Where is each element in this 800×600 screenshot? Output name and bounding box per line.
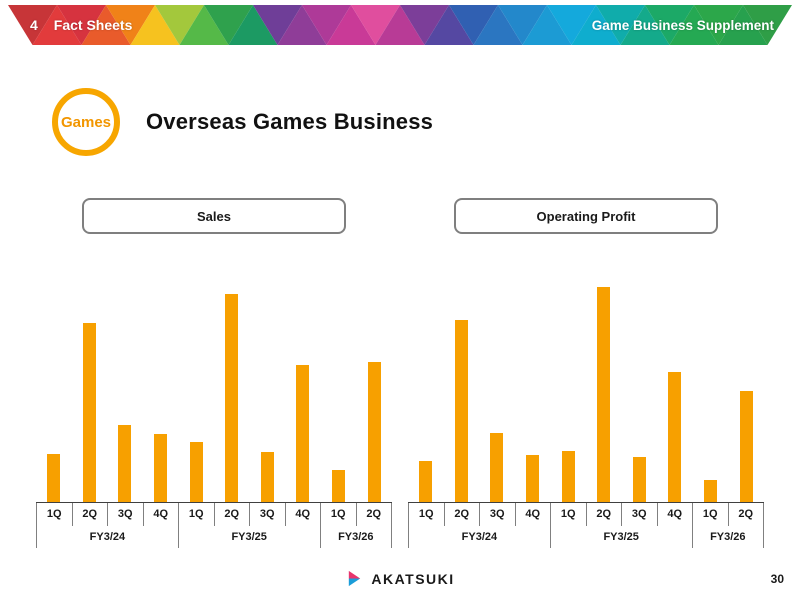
sales-fiscal-year-axis: FY3/24 FY3/25 FY3/26	[36, 526, 392, 548]
bar-1q-0	[47, 453, 61, 502]
bar-3q-2	[118, 424, 132, 502]
sales-plot-area	[36, 270, 392, 502]
quarter-label: 4Q	[142, 503, 179, 526]
fiscal-year-label: FY3/25	[177, 526, 320, 548]
bar-cell	[214, 270, 250, 502]
quarter-label: 3Q	[107, 503, 143, 526]
quarter-label: 2Q	[71, 503, 108, 526]
quarter-label: 3Q	[249, 503, 285, 526]
bar-cell	[550, 270, 586, 502]
fiscal-year-label: FY3/24	[36, 526, 178, 548]
sales-bars	[36, 270, 392, 502]
bar-cell	[143, 270, 179, 502]
bar-1q-4	[561, 450, 575, 502]
quarter-label: 2Q	[727, 503, 764, 526]
bar-cell	[479, 270, 515, 502]
bar-cell	[356, 270, 392, 502]
operating-profit-quarter-axis: 1Q 2Q 3Q 4Q 1Q 2Q 3Q 4Q 1Q 2Q	[408, 502, 764, 526]
bar-1q-0	[419, 461, 433, 502]
bar-cell	[408, 270, 444, 502]
quarter-label: 2Q	[355, 503, 392, 526]
page-number: 30	[770, 572, 784, 586]
operating-profit-fiscal-year-axis: FY3/24 FY3/25 FY3/26	[408, 526, 764, 548]
bar-cell	[586, 270, 622, 502]
games-badge-label: Games	[60, 113, 112, 131]
bar-cell	[250, 270, 286, 502]
bar-cell	[693, 270, 729, 502]
bar-1q-8	[332, 470, 346, 502]
bar-3q-2	[490, 433, 504, 502]
quarter-label: 4Q	[656, 503, 693, 526]
bar-cell	[622, 270, 658, 502]
chart-title-label: Operating Profit	[536, 208, 636, 224]
bar-1q-4	[189, 442, 203, 502]
quarter-label: 1Q	[550, 503, 586, 526]
bar-2q-5	[597, 287, 611, 502]
operating-profit-plot-area	[408, 270, 764, 502]
bar-3q-6	[632, 456, 646, 502]
bar-cell	[657, 270, 693, 502]
quarter-label: 2Q	[585, 503, 622, 526]
sales-chart: Sales 1Q 2Q 3Q 4Q 1Q 2Q 3Q 4Q 1Q 2Q FY3/24 FY3/25 F…	[36, 198, 392, 548]
quarter-label: 1Q	[36, 503, 72, 526]
sales-quarter-axis: 1Q 2Q 3Q 4Q 1Q 2Q 3Q 4Q 1Q 2Q	[36, 502, 392, 526]
fiscal-year-label: FY3/26	[691, 526, 764, 548]
quarter-label: 1Q	[692, 503, 728, 526]
operating-profit-chart: Operating Profit 1Q 2Q 3Q 4Q 1Q 2Q 3Q 4Q 1Q 2Q FY…	[408, 198, 764, 548]
bar-4q-3	[154, 434, 168, 502]
akatsuki-logo-icon	[349, 570, 361, 587]
bar-4q-7	[296, 364, 310, 502]
quarter-label: 4Q	[284, 503, 321, 526]
akatsuki-logo-text: AKATSUKI	[371, 570, 455, 587]
title-row: Games Overseas Games Business	[52, 88, 433, 156]
bar-2q-1	[82, 323, 96, 502]
charts-area: Sales 1Q 2Q 3Q 4Q 1Q 2Q 3Q 4Q 1Q 2Q FY3/24 FY3/25 F…	[36, 198, 764, 548]
quarter-label: 1Q	[178, 503, 214, 526]
bar-cell	[728, 270, 764, 502]
operating-profit-bars	[408, 270, 764, 502]
section-number: 4	[30, 17, 38, 33]
header-bar: 4 Fact Sheets Game Business Supplement	[8, 5, 792, 45]
section-title: Fact Sheets	[53, 17, 133, 33]
bar-cell	[515, 270, 551, 502]
sales-chart-title-box: Sales	[82, 198, 346, 234]
bar-1q-8	[704, 479, 718, 502]
bar-4q-3	[526, 454, 540, 502]
quarter-label: 3Q	[621, 503, 657, 526]
header-left: 4 Fact Sheets	[30, 5, 132, 45]
bar-2q-5	[225, 294, 239, 502]
fiscal-year-label: FY3/24	[408, 526, 550, 548]
operating-profit-chart-title-box: Operating Profit	[454, 198, 718, 234]
header-right-title: Game Business Supplement	[591, 17, 774, 33]
quarter-label: 2Q	[443, 503, 480, 526]
games-badge: Games	[52, 88, 120, 156]
quarter-label: 1Q	[408, 503, 444, 526]
quarter-label: 4Q	[514, 503, 551, 526]
bar-cell	[285, 270, 321, 502]
bar-3q-6	[260, 451, 274, 502]
chart-title-label: Sales	[197, 208, 231, 224]
bar-2q-9	[739, 390, 753, 502]
bar-cell	[321, 270, 357, 502]
bar-cell	[72, 270, 108, 502]
quarter-label: 2Q	[213, 503, 250, 526]
bar-cell	[178, 270, 214, 502]
bar-cell	[36, 270, 72, 502]
bar-2q-1	[454, 320, 468, 502]
bar-4q-7	[668, 372, 682, 502]
bar-2q-9	[367, 361, 381, 502]
fiscal-year-label: FY3/26	[319, 526, 392, 548]
bar-cell	[107, 270, 143, 502]
quarter-label: 3Q	[479, 503, 515, 526]
header-mosaic-background	[8, 5, 792, 45]
bar-cell	[444, 270, 480, 502]
page-title: Overseas Games Business	[146, 109, 434, 134]
quarter-label: 1Q	[320, 503, 356, 526]
akatsuki-logo: AKATSUKI	[0, 569, 800, 588]
fiscal-year-label: FY3/25	[549, 526, 692, 548]
